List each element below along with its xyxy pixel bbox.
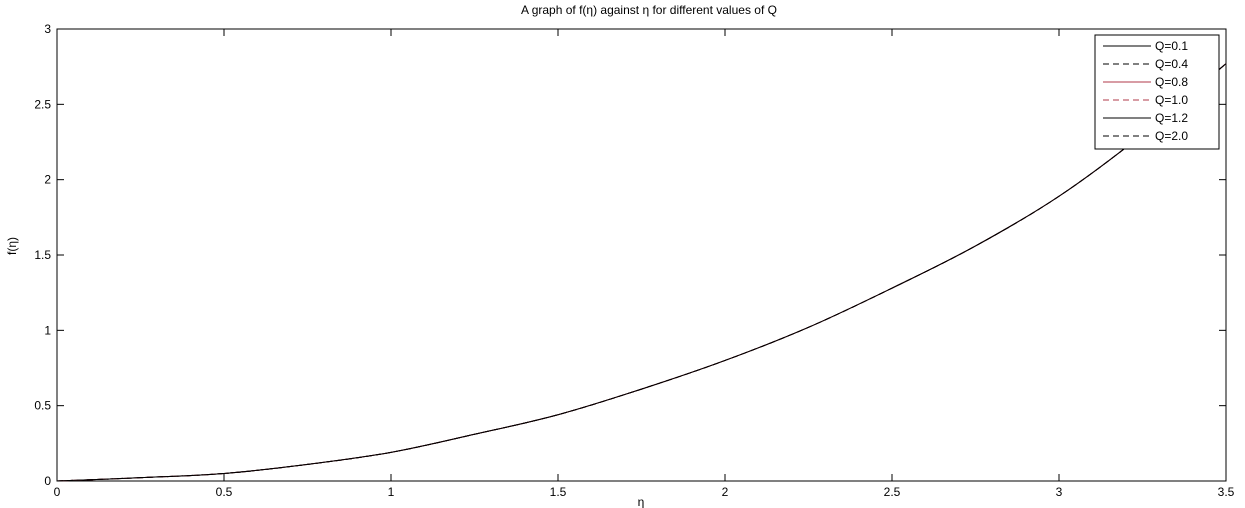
legend-entry: Q=0.4 — [1155, 57, 1188, 71]
series-line-6 — [56, 63, 1227, 482]
chart-title: A graph of f(η) against η for different … — [521, 3, 777, 17]
x-tick-label: 2.5 — [884, 485, 901, 499]
x-tick-label: 3 — [1056, 485, 1063, 499]
x-tick-label: 2 — [722, 485, 729, 499]
y-tick-label: 0 — [44, 474, 51, 488]
y-axis-label: f(η) — [5, 237, 19, 255]
legend-entry: Q=2.0 — [1155, 129, 1188, 143]
y-tick-label: 0.5 — [34, 399, 51, 413]
y-tick-label: 1.5 — [34, 248, 51, 262]
y-tick-label: 2 — [44, 173, 51, 187]
y-tick-label: 2.5 — [34, 97, 51, 111]
x-tick-label: 0 — [54, 485, 61, 499]
x-tick-label: 1.5 — [550, 485, 567, 499]
y-tick-label: 1 — [44, 323, 51, 337]
legend-entry: Q=1.2 — [1155, 111, 1188, 125]
x-tick-label: 3.5 — [1218, 485, 1235, 499]
legend-box — [1094, 34, 1220, 150]
plot-area: 0 0.5 1 1.5 2 2.5 3 3.5 0 0.5 1 1.5 2 2.5 3 Q=0.1 Q=0.4 Q… — [34, 22, 1234, 499]
legend-entry: Q=0.8 — [1155, 75, 1188, 89]
legend-entry: Q=1.0 — [1155, 93, 1188, 107]
x-tick-label: 0.5 — [216, 485, 233, 499]
x-tick-label: 1 — [388, 485, 395, 499]
legend-entry: Q=0.1 — [1155, 39, 1188, 53]
x-axis-label: η — [638, 495, 645, 508]
y-tick-label: 3 — [44, 22, 51, 36]
